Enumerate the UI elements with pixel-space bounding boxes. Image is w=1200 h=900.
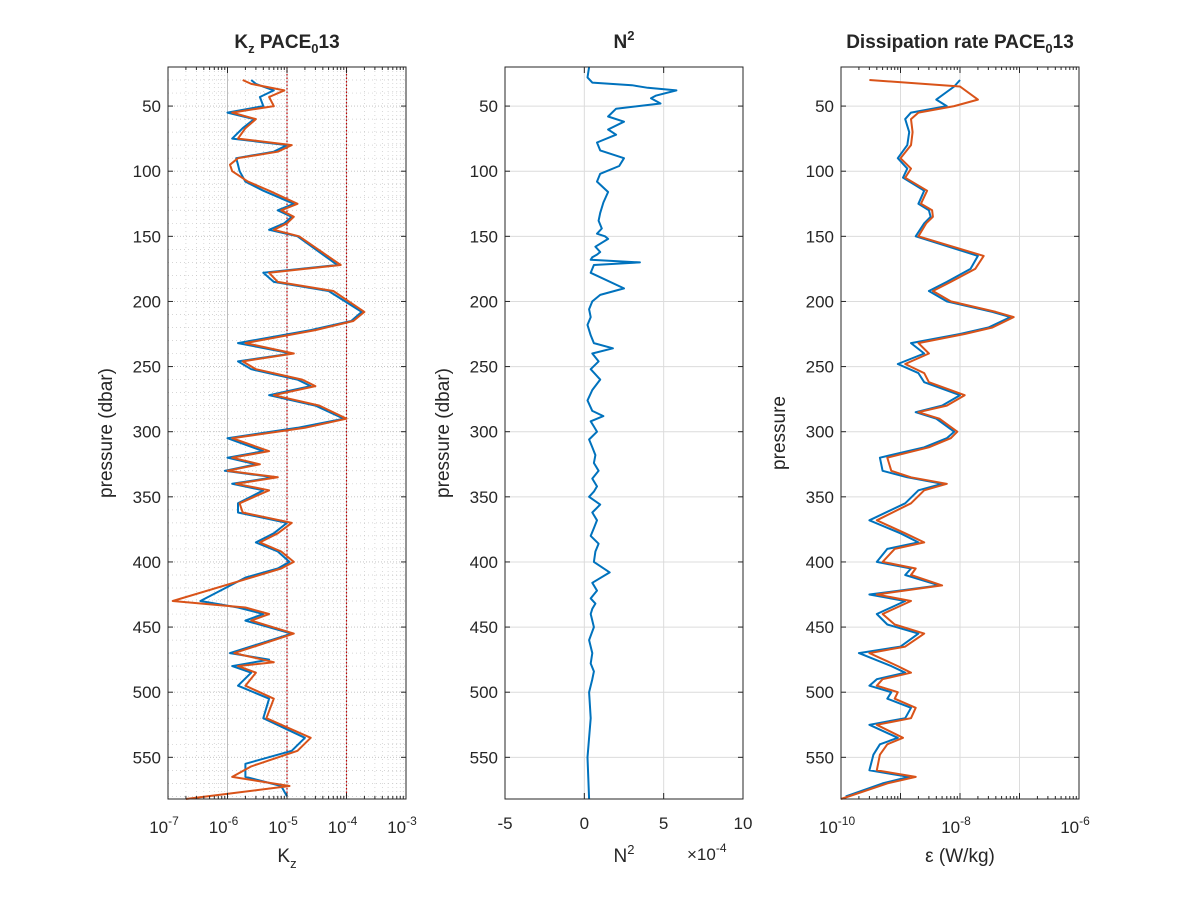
kz-y-tick-label: 350 <box>133 488 161 507</box>
kz-x-tick-label: 10-6 <box>209 814 239 837</box>
kz-title: Kz PACE013 <box>234 32 339 56</box>
kz-y-tick-label: 250 <box>133 358 161 377</box>
kz-y-tick-label: 400 <box>133 553 161 572</box>
kz-x-ticks: 10-7 10-6 10-5 10-4 10-3 <box>149 67 417 837</box>
n2-y-tick-label: 250 <box>470 358 498 377</box>
kz-y-tick-label: 300 <box>133 423 161 442</box>
eps-y-label: pressure <box>769 396 790 470</box>
n2-series <box>586 66 678 800</box>
n2-y-tick-label: 450 <box>470 618 498 637</box>
n2-y-tick-label: 50 <box>479 97 498 116</box>
kz-x-label: Kz <box>277 846 296 871</box>
kz-y-tick-label: 550 <box>133 748 161 767</box>
n2-y-tick-label: 500 <box>470 683 498 702</box>
n2-axes-box <box>504 66 744 800</box>
kz-x-tick-label: 10-5 <box>268 814 298 837</box>
eps-y-tick-label: 150 <box>806 227 834 246</box>
n2-y-tick-label: 200 <box>470 292 498 311</box>
eps-y-tick-label: 200 <box>806 292 834 311</box>
kz-x-tick-label: 10-7 <box>149 814 179 837</box>
n2-y-tick-label: 350 <box>470 488 498 507</box>
kz-y-tick-label: 500 <box>133 683 161 702</box>
eps-x-ticks: 10-10 10-8 10-6 <box>819 67 1090 837</box>
kz-y-ticks: 50 100 150 200 250 300 350 400 450 500 550 <box>133 97 406 767</box>
kz-y-tick-label: 150 <box>133 227 161 246</box>
kz-reference-lines <box>286 67 348 799</box>
eps-y-tick-label: 250 <box>806 358 834 377</box>
eps-title: Dissipation rate PACE013 <box>846 32 1074 56</box>
kz-series <box>171 79 366 800</box>
n2-title: N2 <box>614 28 635 53</box>
eps-y-tick-label: 350 <box>806 488 834 507</box>
n2-y-ticks: 50 100 150 200 250 300 350 400 450 500 550 <box>470 97 743 767</box>
kz-x-tick-label: 10-4 <box>328 814 358 837</box>
eps-y-tick-label: 100 <box>806 162 834 181</box>
n2-y-tick-label: 150 <box>470 227 498 246</box>
n2-x-ticks: -5 0 5 10 <box>497 67 752 833</box>
kz-y-label: pressure (dbar) <box>96 368 117 498</box>
eps-y-tick-label: 50 <box>815 97 834 116</box>
kz-y-tick-label: 50 <box>142 97 161 116</box>
n2-x-tick-label: 0 <box>580 814 589 833</box>
eps-y-tick-label: 450 <box>806 618 834 637</box>
n2-x-tick-label: -5 <box>497 814 512 833</box>
eps-y-tick-label: 500 <box>806 683 834 702</box>
n2-series-line-1 <box>586 66 678 800</box>
n2-x-exponent-label: ×10-4 <box>687 841 727 864</box>
n2-plot-area <box>505 67 743 799</box>
kz-y-tick-label: 200 <box>133 292 161 311</box>
n2-x-tick-label: 5 <box>659 814 668 833</box>
kz-y-tick-label: 450 <box>133 618 161 637</box>
n2-x-tick-label: 10 <box>734 814 753 833</box>
eps-series <box>840 79 1015 800</box>
kz-y-tick-label: 100 <box>133 162 161 181</box>
eps-series-line-1 <box>845 79 1012 798</box>
n2-y-tick-label: 100 <box>470 162 498 181</box>
kz-series-line-2 <box>171 79 366 800</box>
eps-x-tick-label: 10-6 <box>1060 814 1090 837</box>
eps-y-ticks: 50 100 150 200 250 300 350 400 450 500 550 <box>806 97 1079 767</box>
n2-y-tick-label: 400 <box>470 553 498 572</box>
eps-x-label: ε (W/kg) <box>925 846 995 867</box>
n2-y-tick-label: 550 <box>470 748 498 767</box>
n2-y-label: pressure (dbar) <box>433 368 454 498</box>
eps-y-tick-label: 550 <box>806 748 834 767</box>
eps-x-tick-label: 10-10 <box>819 814 856 837</box>
eps-y-tick-label: 400 <box>806 553 834 572</box>
eps-series-line-2 <box>840 79 1015 800</box>
kz-series-line-1 <box>199 79 363 797</box>
eps-x-tick-label: 10-8 <box>941 814 971 837</box>
eps-y-tick-label: 300 <box>806 423 834 442</box>
n2-y-tick-label: 300 <box>470 423 498 442</box>
n2-x-label: N2 <box>614 842 635 867</box>
kz-x-tick-label: 10-3 <box>387 814 417 837</box>
